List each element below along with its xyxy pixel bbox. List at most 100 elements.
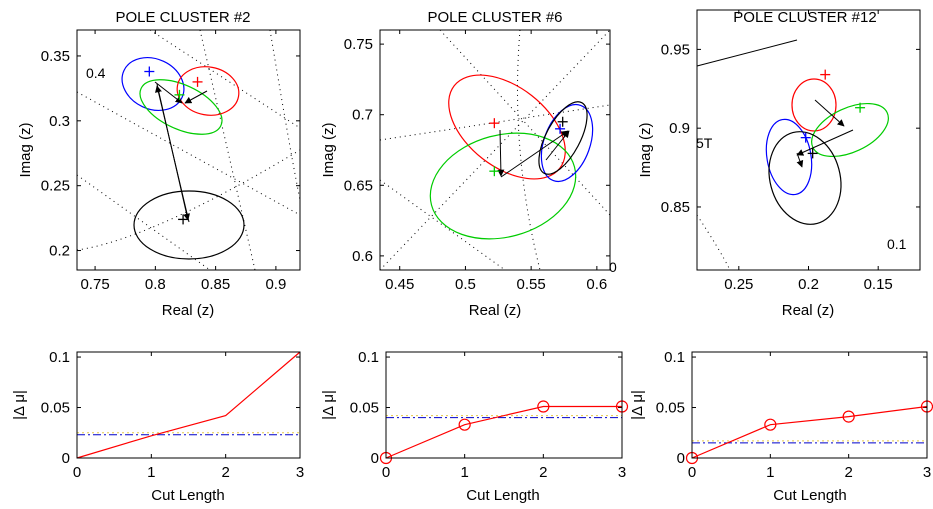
pole-panel-1: POLE CLUSTER #2 0.4 0.75 0.8 0.85 0.9 0.20.… <box>17 9 301 319</box>
y-tick-label: 0.1 <box>49 349 70 366</box>
pole-ellipse-blue <box>765 118 813 196</box>
pole-arrow <box>497 129 505 177</box>
panel-2-xlabel: Real (z) <box>469 302 522 319</box>
pole-ellipse-green <box>139 79 223 135</box>
grid-line <box>379 29 611 271</box>
delta-panel-1-ylabel: |Δ μ| <box>11 390 28 420</box>
x-tick-label: 2 <box>539 464 547 481</box>
panel-3-title: POLE CLUSTER #12 <box>733 9 876 26</box>
panel-2-poles <box>489 116 568 177</box>
pole-arrow <box>545 130 570 161</box>
pole-ellipse-red <box>176 66 240 116</box>
y-ticks: 0 0.05 0.1 <box>350 349 622 467</box>
y-ticks: 0 0.05 0.1 <box>656 349 927 467</box>
y-tick-label: 0.25 <box>41 178 70 195</box>
panel-3-poles <box>800 69 866 159</box>
x-tick-label: 0.75 <box>80 276 109 293</box>
panel-3-grid <box>696 214 731 271</box>
panel-1-xlabel: Real (z) <box>162 302 215 319</box>
pole-ellipse-black <box>538 101 588 175</box>
x-tick-label: 0.8 <box>145 276 166 293</box>
panel-1-axes <box>76 29 301 271</box>
y-tick-label: 0.1 <box>358 349 379 366</box>
y-tick-label: 0.6 <box>352 248 373 265</box>
data-point <box>764 418 777 431</box>
pole-ellipse-red <box>791 78 837 132</box>
x-tick-label: 0.25 <box>724 276 753 293</box>
x-tick-label: 0.45 <box>385 276 414 293</box>
panel-3-ylabel: Imag (z) <box>637 122 654 177</box>
pole-ellipse-blue <box>121 57 185 111</box>
y-ticks: 0 0.05 0.1 <box>41 349 300 467</box>
x-ticks: 0 1 2 3 <box>688 352 931 481</box>
grid-line <box>379 179 506 271</box>
delta-panel-1-xlabel: Cut Length <box>151 487 224 504</box>
x-tick-label: 0 <box>382 464 390 481</box>
x-tick-label: 1 <box>147 464 155 481</box>
panel-3-axes <box>696 9 921 271</box>
x-tick-label: 0.85 <box>201 276 230 293</box>
y-tick-label: 0 <box>677 450 685 467</box>
x-tick-label: 2 <box>844 464 852 481</box>
pole-arrow <box>500 130 569 178</box>
pole-panel-3: POLE CLUSTER #12 5T 0.1 0.25 0.2 0.15 0.85… <box>637 9 921 319</box>
panel-1-yticks: 0.2 0.25 0.3 0.35 <box>41 48 300 260</box>
panel-3-xlabel: Real (z) <box>782 302 835 319</box>
x-tick-label: 0.55 <box>517 276 546 293</box>
panel-2-ylabel: Imag (z) <box>320 122 337 177</box>
y-tick-label: 0 <box>371 450 379 467</box>
y-tick-label: 0.05 <box>41 400 70 417</box>
delta-panel-3-xlabel: Cut Length <box>773 487 846 504</box>
panel-2-title: POLE CLUSTER #6 <box>427 9 562 26</box>
delta-panel-2-xlabel: Cut Length <box>466 487 539 504</box>
panel-1-poles <box>144 66 203 225</box>
grid-line <box>439 29 611 216</box>
pole-ellipse-green <box>811 102 889 158</box>
grid-arc <box>199 29 256 271</box>
x-tick-label: 0.15 <box>864 276 893 293</box>
delta-panel-1: 0 1 2 3 0 0.05 0.1 Cut Length |Δ μ| <box>11 349 304 504</box>
y-tick-label: 0.2 <box>49 243 70 260</box>
pole-arrow <box>184 90 208 104</box>
panel-1-xticks: 0.75 0.8 0.85 0.9 <box>80 30 286 293</box>
pole-ellipse-black <box>768 131 842 225</box>
y-tick-label: 0.95 <box>661 41 690 58</box>
x-tick-label: 2 <box>221 464 229 481</box>
series-line <box>691 405 928 459</box>
pole-arrow <box>156 83 191 221</box>
pole-panel-2: POLE CLUSTER #6 0 0.45 0.5 0.55 0.6 0.6 0.65… <box>320 9 617 319</box>
pole-ellipse-red <box>448 74 566 180</box>
grid-arc <box>517 29 541 271</box>
grid-line <box>379 104 611 141</box>
y-tick-label: 0.05 <box>656 400 685 417</box>
delta-panel-3-axes <box>691 351 928 459</box>
grid-line <box>76 91 301 216</box>
x-ticks: 0 1 2 3 <box>73 352 304 481</box>
x-tick-label: 0.2 <box>798 276 819 293</box>
grid-arc <box>76 149 301 251</box>
panel-1-title: POLE CLUSTER #2 <box>115 9 250 26</box>
panel-2-annotation: 0 <box>609 259 617 275</box>
delta-panel-1-axes <box>76 351 301 459</box>
y-tick-label: 0.9 <box>669 120 690 137</box>
delta-panel-3: 0 1 2 3 0 0.05 0.1 Cut Length |Δ μ| <box>629 349 933 504</box>
panel-3-yticks: 0.85 0.9 0.95 <box>661 41 920 216</box>
pole-arrow <box>814 99 845 127</box>
grid-line <box>149 29 301 129</box>
x-tick-label: 0.6 <box>586 276 607 293</box>
y-tick-label: 0.1 <box>664 349 685 366</box>
grid-arc <box>269 29 301 201</box>
y-tick-label: 0.75 <box>344 36 373 53</box>
panel-2-yticks: 0.6 0.65 0.7 0.75 <box>344 36 610 265</box>
data-point <box>537 400 550 413</box>
pole-ellipse-green <box>429 132 577 240</box>
y-tick-label: 0 <box>62 450 70 467</box>
data-point <box>458 418 471 431</box>
x-tick-label: 3 <box>923 464 931 481</box>
x-tick-label: 3 <box>618 464 626 481</box>
x-tick-label: 0.9 <box>265 276 286 293</box>
delta-panel-2: 0 1 2 3 0 0.05 0.1 Cut Length |Δ μ| <box>320 349 629 504</box>
x-tick-label: 0.5 <box>455 276 476 293</box>
x-ticks: 0 1 2 3 <box>382 352 626 481</box>
